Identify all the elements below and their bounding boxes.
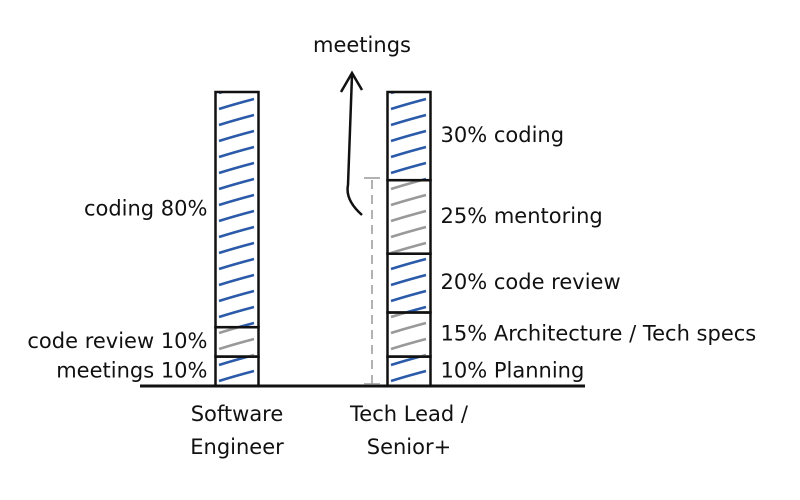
segment-label: coding 80% <box>84 197 208 221</box>
bar-segment <box>214 325 260 358</box>
segment-label: 15% Architecture / Tech specs <box>441 322 757 346</box>
segment-label: code review 10% <box>27 329 207 353</box>
bar-segment <box>386 311 432 358</box>
segment-label: meetings 10% <box>56 358 207 382</box>
category-label: Tech Lead / Senior+ <box>350 402 468 459</box>
segment-label: 30% coding <box>441 123 565 147</box>
arrow <box>346 74 363 216</box>
segment-label: 25% mentoring <box>441 204 603 228</box>
arrow-head <box>339 70 364 93</box>
bar-segment <box>386 355 432 388</box>
annotation: meetings <box>313 33 411 57</box>
bar-segment <box>386 90 432 182</box>
bar-segment <box>386 252 432 314</box>
bar-segment <box>386 178 432 255</box>
bar-segment <box>214 355 260 388</box>
category-label-box: Software Engineer <box>190 402 284 459</box>
category-label-box: Tech Lead / Senior+ <box>350 402 468 459</box>
bar-segment <box>214 90 260 329</box>
segment-label: 20% code review <box>441 270 621 294</box>
segment-label: 10% Planning <box>441 358 585 382</box>
category-label: Software Engineer <box>190 402 284 459</box>
